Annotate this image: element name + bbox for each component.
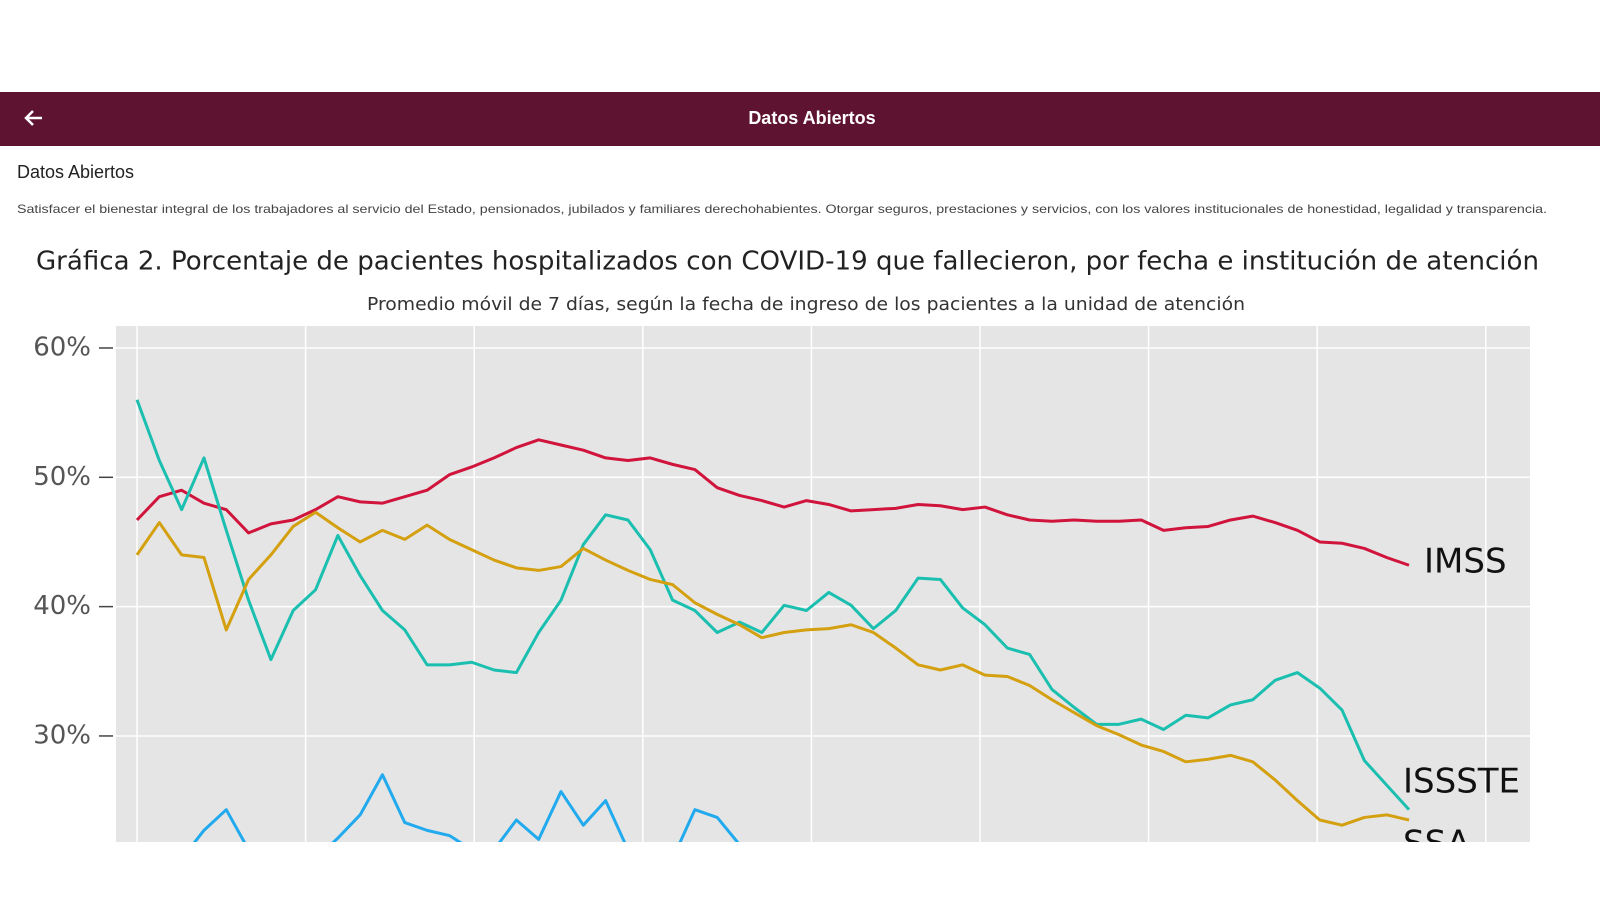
app-bar — [0, 92, 1600, 146]
chart-title: Gráfica 2. Porcentaje de pacientes hospi… — [36, 247, 1539, 277]
y-tick-label: 40% — [33, 591, 91, 621]
y-tick-label: 30% — [33, 720, 91, 750]
plot-area — [116, 326, 1530, 842]
page-heading: Datos Abiertos — [17, 162, 134, 182]
series-label: SSA — [1403, 824, 1470, 864]
back-button[interactable] — [24, 110, 42, 126]
series-line — [135, 510, 1410, 827]
series-label: IMSS — [1424, 542, 1507, 582]
y-tick-label: 50% — [33, 462, 91, 492]
plot: IMSS ISSSTE SSA — [116, 326, 1530, 864]
series-line — [135, 399, 1411, 811]
series-label: ISSSTE — [1403, 762, 1520, 802]
y-tick-label: 60% — [33, 332, 91, 362]
series-line — [192, 773, 740, 842]
series-line — [135, 438, 1410, 567]
app-bar-title: Datos Abiertos — [748, 108, 875, 128]
page-description: Satisfacer el bienestar integral de los … — [17, 202, 1547, 216]
chart-subtitle: Promedio móvil de 7 días, según la fecha… — [367, 294, 1245, 315]
